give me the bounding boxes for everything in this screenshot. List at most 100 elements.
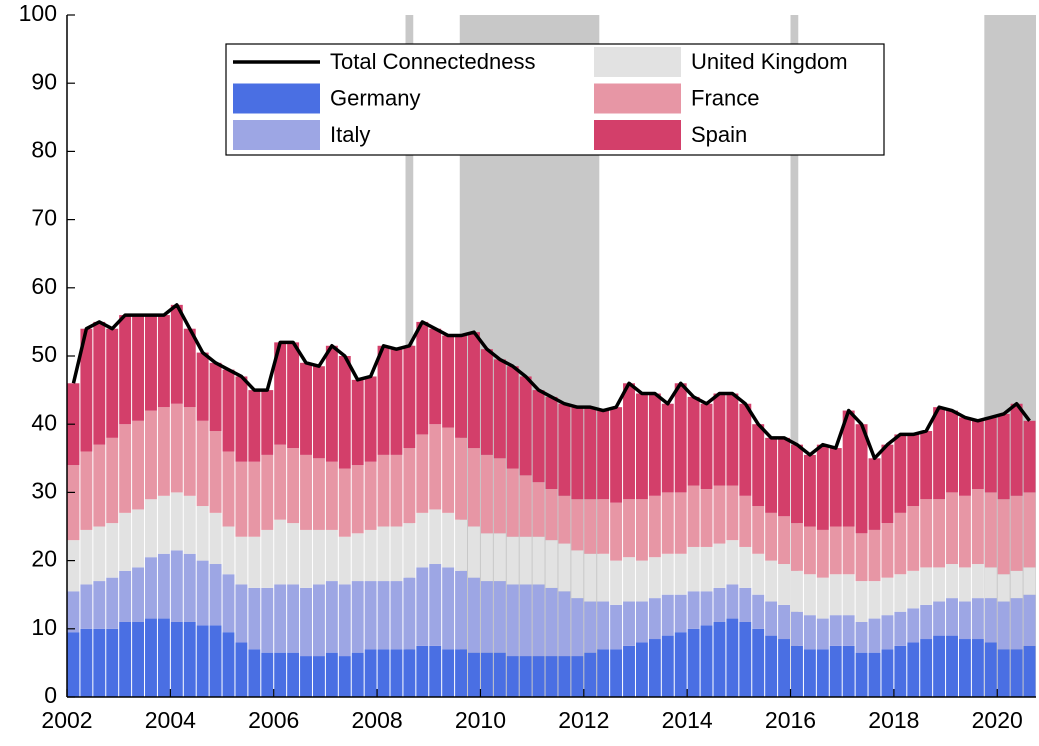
y-tick-label: 100 — [19, 0, 57, 26]
bar-segment — [480, 581, 493, 653]
bar-segment — [377, 454, 390, 527]
bar-segment — [157, 618, 170, 697]
bar-segment — [1010, 598, 1023, 650]
bar-segment — [958, 495, 971, 568]
bar-segment — [248, 390, 261, 462]
legend: Total Connectedness Germany Italy United Ki… — [225, 43, 885, 156]
bar-segment — [145, 618, 157, 697]
bar-segment — [648, 598, 661, 640]
bar-segment — [1010, 403, 1023, 496]
bar-segment — [545, 656, 558, 697]
bar-segment — [946, 410, 958, 493]
bar-segment — [610, 560, 623, 605]
bar-segment — [726, 540, 739, 585]
x-tick-label: 2002 — [41, 707, 92, 733]
bar-segment — [816, 618, 829, 650]
y-tick-label: 80 — [31, 136, 57, 162]
bar-segment — [700, 488, 713, 547]
bar-segment — [791, 570, 803, 612]
bar-segment — [222, 526, 235, 575]
bar-segment — [416, 434, 429, 513]
bar-segment — [739, 621, 752, 697]
bar-segment — [261, 652, 274, 697]
bar-segment — [377, 345, 390, 455]
bar-segment — [132, 567, 145, 622]
bar-segment — [894, 434, 907, 513]
bar-segment — [687, 628, 700, 697]
bar-segment — [416, 645, 429, 697]
bar-segment — [868, 581, 881, 619]
bar-segment — [196, 506, 209, 561]
bar-segment — [351, 533, 364, 582]
y-tick-label: 70 — [31, 205, 57, 231]
bar-segment — [519, 475, 532, 537]
bar-segment — [170, 403, 183, 493]
bar-segment — [274, 652, 287, 697]
bar-segment — [532, 656, 545, 697]
bar-segment — [338, 356, 351, 469]
bar-segment — [455, 519, 468, 571]
bar-segment — [119, 424, 132, 513]
bar-segment — [157, 495, 170, 554]
bar-segment — [855, 652, 868, 697]
bar-segment — [493, 359, 506, 459]
bar-segment — [196, 560, 209, 626]
bar-segment — [403, 577, 416, 650]
bar-segment — [984, 642, 997, 697]
bar-segment — [803, 649, 816, 697]
bar-segment — [648, 393, 661, 496]
bar-segment — [312, 656, 325, 697]
bar-segment — [248, 536, 261, 588]
bar-segment — [946, 598, 958, 636]
bar-segment — [907, 570, 920, 609]
bar-segment — [119, 621, 132, 697]
legend-swatch — [233, 120, 320, 150]
bar-segment — [235, 584, 248, 643]
bar-segment — [635, 601, 648, 643]
bar-segment — [623, 383, 635, 500]
bar-segment — [468, 577, 480, 653]
bar-segment — [739, 587, 752, 622]
bar-segment — [842, 410, 855, 527]
bar-segment — [674, 553, 687, 595]
bar-segment — [791, 523, 803, 571]
bar-segment — [971, 564, 984, 599]
bar-segment — [106, 577, 119, 629]
bar-segment — [997, 499, 1010, 575]
bar-segment — [894, 512, 907, 575]
bar-segment — [170, 621, 183, 697]
bar-segment — [661, 492, 674, 554]
bar-segment — [791, 444, 803, 524]
bar-segment — [80, 584, 93, 629]
bar-segment — [351, 581, 364, 653]
legend-label: Germany — [330, 85, 420, 110]
bar-segment — [868, 458, 881, 530]
bar-segment — [855, 424, 868, 534]
bar-segment — [610, 502, 623, 561]
bar-segment — [1010, 649, 1023, 697]
bar-segment — [700, 546, 713, 592]
bar-segment — [119, 315, 132, 425]
bar-segment — [803, 615, 816, 650]
bar-segment — [170, 492, 183, 551]
bar-segment — [403, 345, 416, 449]
bar-segment — [894, 611, 907, 646]
bar-segment — [713, 543, 726, 588]
bar-segment — [842, 526, 855, 575]
bar-segment — [416, 512, 429, 568]
bar-segment — [222, 369, 235, 452]
bar-segment — [429, 564, 442, 646]
bar-segment — [67, 465, 80, 541]
bar-segment — [584, 407, 597, 500]
bar-segment — [933, 407, 946, 500]
bar-segment — [145, 315, 157, 411]
bar-segment — [455, 649, 468, 697]
bar-segment — [442, 512, 455, 568]
bar-segment — [468, 652, 480, 697]
bar-segment — [377, 581, 390, 650]
legend-label: Spain — [691, 122, 747, 147]
bar-segment — [713, 587, 726, 622]
bar-segment — [390, 581, 403, 650]
bar-segment — [584, 601, 597, 653]
bar-segment — [416, 321, 429, 435]
